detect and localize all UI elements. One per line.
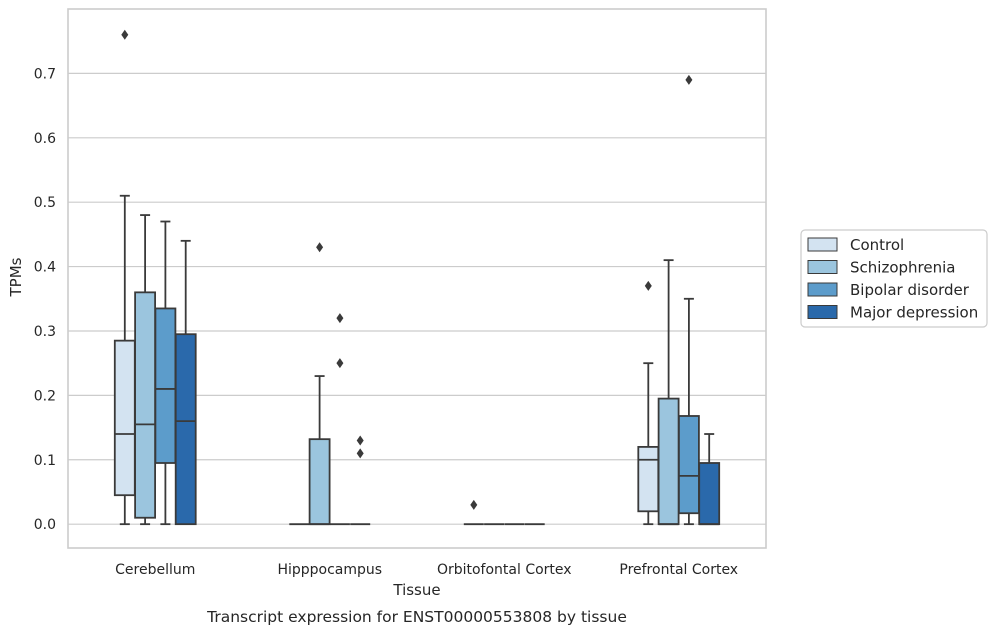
legend-label: Control [850,236,904,254]
legend: Control Schizophrenia Bipolar disorder Majo… [800,229,988,328]
y-tick-label: 0.0 [34,517,56,533]
plot-border [67,8,767,549]
legend-frame [800,229,988,328]
outlier-marker [336,358,344,369]
legend-swatch [807,237,838,252]
x-tick-label: Cerebellum [115,562,195,578]
legend-swatch [807,260,838,274]
box [308,438,331,526]
y-tick-label: 0.6 [34,131,56,147]
tick-labels: 0.0 0.1 0.2 0.3 0.4 0.5 0.6 0.7 Cerebellum Hipppo… [34,66,738,578]
box [637,445,660,513]
plot-frame [67,8,767,549]
y-tick-label: 0.5 [34,195,56,211]
legend-label: Schizophrenia [850,259,955,277]
legend-swatch [807,305,838,319]
box [113,339,136,497]
box [134,291,157,519]
chart-caption: Transcript expression for ENST0000055380… [206,608,627,626]
box [698,462,721,526]
outlier-marker [356,435,364,446]
box-layer [113,29,721,526]
outlier-marker [685,74,693,85]
outlier-marker [121,29,129,40]
box [678,415,700,515]
y-tick-label: 0.2 [34,388,56,404]
x-tick-label: Hipppocampus [277,562,382,578]
legend-label: Major depression [850,304,978,322]
y-tick-label: 0.1 [34,453,56,469]
box [657,397,680,526]
y-tick-label: 0.3 [34,324,56,340]
box [154,307,177,464]
x-axis-label: Tissue [392,581,440,599]
x-tick-label: Orbitofontal Cortex [437,562,572,578]
legend-swatch [807,282,838,297]
y-axis-label: TPMs [7,257,25,297]
x-tick-label: Prefrontal Cortex [619,562,738,578]
y-tick-label: 0.7 [34,66,56,82]
y-tick-label: 0.4 [34,260,56,276]
box [174,333,197,526]
outlier-marker [470,499,478,510]
outlier-marker [316,242,324,253]
outlier-marker [356,448,364,459]
legend-label: Bipolar disorder [850,281,970,299]
outlier-marker [336,313,344,324]
outlier-marker [644,280,652,291]
